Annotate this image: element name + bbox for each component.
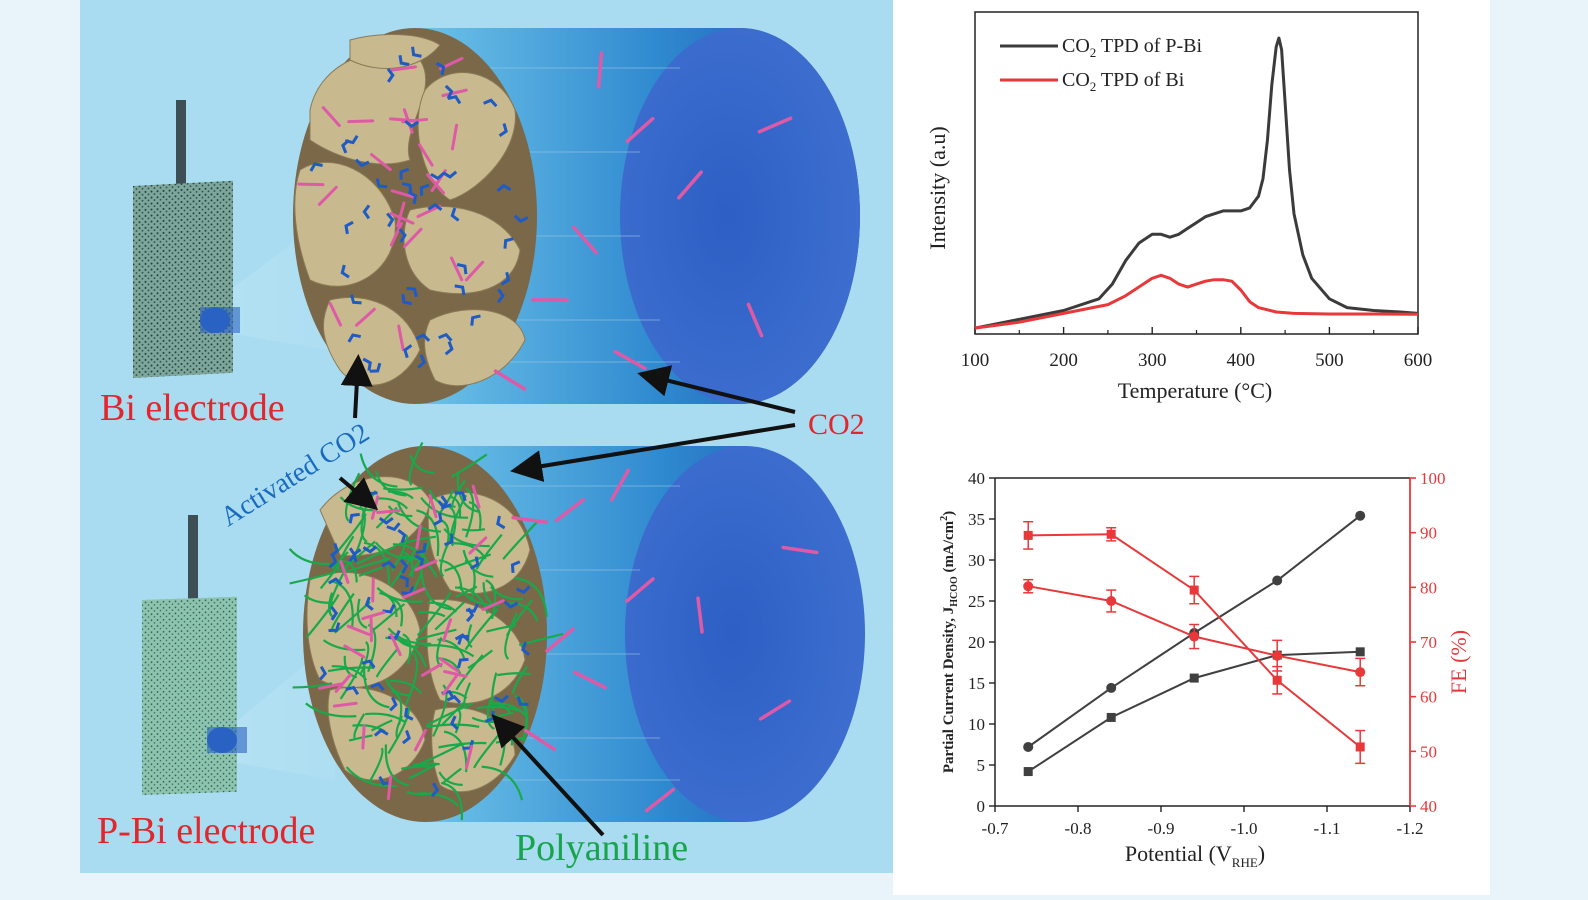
x-tick-label: -0.9 bbox=[1148, 819, 1175, 838]
x-tick-label: 500 bbox=[1315, 350, 1344, 371]
x-tick-label: 600 bbox=[1404, 350, 1433, 371]
data-point bbox=[1023, 742, 1033, 752]
cylinder-end-bottom bbox=[625, 446, 865, 822]
x-tick-label: -1.0 bbox=[1231, 819, 1258, 838]
y-tick-label: 0 bbox=[977, 797, 986, 816]
data-point bbox=[1272, 651, 1282, 661]
co2-molecule bbox=[373, 579, 374, 601]
y2-tick-label: 80 bbox=[1420, 578, 1437, 597]
data-point bbox=[1355, 667, 1365, 677]
data-point bbox=[1106, 596, 1116, 606]
co2-label: CO2 bbox=[808, 408, 865, 441]
data-point bbox=[1272, 576, 1282, 586]
fe-y-axis-label: FE (%) bbox=[1446, 630, 1471, 694]
co2-molecule bbox=[349, 121, 373, 122]
data-point bbox=[1024, 531, 1033, 540]
data-point bbox=[1190, 674, 1199, 683]
bi-electrode-label: Bi electrode bbox=[100, 387, 285, 429]
co2-molecule bbox=[378, 510, 400, 512]
data-point bbox=[1356, 742, 1365, 751]
co2-molecule bbox=[391, 119, 415, 121]
x-tick-label: 200 bbox=[1049, 350, 1078, 371]
x-tick-label: -0.7 bbox=[982, 819, 1009, 838]
y-tick-label: 25 bbox=[968, 592, 985, 611]
y2-tick-label: 60 bbox=[1420, 688, 1437, 707]
data-point bbox=[1356, 647, 1365, 656]
data-point bbox=[1273, 676, 1282, 685]
data-point bbox=[1024, 767, 1033, 776]
tpd-y-axis-label: Intensity (a.u) bbox=[925, 126, 950, 249]
pbi-electrode-label: P-Bi electrode bbox=[97, 810, 315, 852]
legend-label-pbi: CO2 TPD of P-Bi bbox=[1062, 35, 1203, 60]
y2-tick-label: 100 bbox=[1420, 469, 1446, 488]
y2-tick-label: 50 bbox=[1420, 742, 1437, 761]
tpd-x-axis-label: Temperature (°C) bbox=[1118, 378, 1272, 403]
current-y-axis-label: Partial Current Density, JHCOO (mA/cm2) bbox=[939, 511, 960, 773]
y2-tick-label: 70 bbox=[1420, 633, 1437, 652]
y-tick-label: 35 bbox=[968, 510, 985, 529]
x-tick-label: -1.1 bbox=[1314, 819, 1341, 838]
data-point bbox=[1106, 683, 1116, 693]
cylinder-end-top bbox=[620, 28, 860, 404]
x-tick-label: 300 bbox=[1138, 350, 1167, 371]
x-tick-label: -1.2 bbox=[1397, 819, 1424, 838]
x-tick-label: -0.8 bbox=[1065, 819, 1092, 838]
data-point bbox=[1023, 581, 1033, 591]
polyaniline-chain bbox=[462, 529, 485, 530]
y-tick-label: 15 bbox=[968, 674, 985, 693]
data-point bbox=[1107, 530, 1116, 539]
polyaniline-label: Polyaniline bbox=[515, 827, 688, 869]
y2-tick-label: 90 bbox=[1420, 524, 1437, 543]
data-point bbox=[1107, 713, 1116, 722]
y-tick-label: 5 bbox=[977, 756, 986, 775]
y-tick-label: 30 bbox=[968, 551, 985, 570]
legend-label-bi: CO2 TPD of Bi bbox=[1062, 69, 1185, 94]
x-tick-label: 400 bbox=[1227, 350, 1256, 371]
data-point bbox=[1355, 511, 1365, 521]
y-tick-label: 10 bbox=[968, 715, 985, 734]
y-tick-label: 20 bbox=[968, 633, 985, 652]
data-point bbox=[1190, 586, 1199, 595]
y2-tick-label: 40 bbox=[1420, 797, 1437, 816]
data-point bbox=[1189, 632, 1199, 642]
y-tick-label: 40 bbox=[968, 469, 985, 488]
co2-molecule bbox=[363, 726, 364, 748]
co2-molecule bbox=[299, 184, 323, 185]
x-tick-label: 100 bbox=[961, 350, 990, 371]
